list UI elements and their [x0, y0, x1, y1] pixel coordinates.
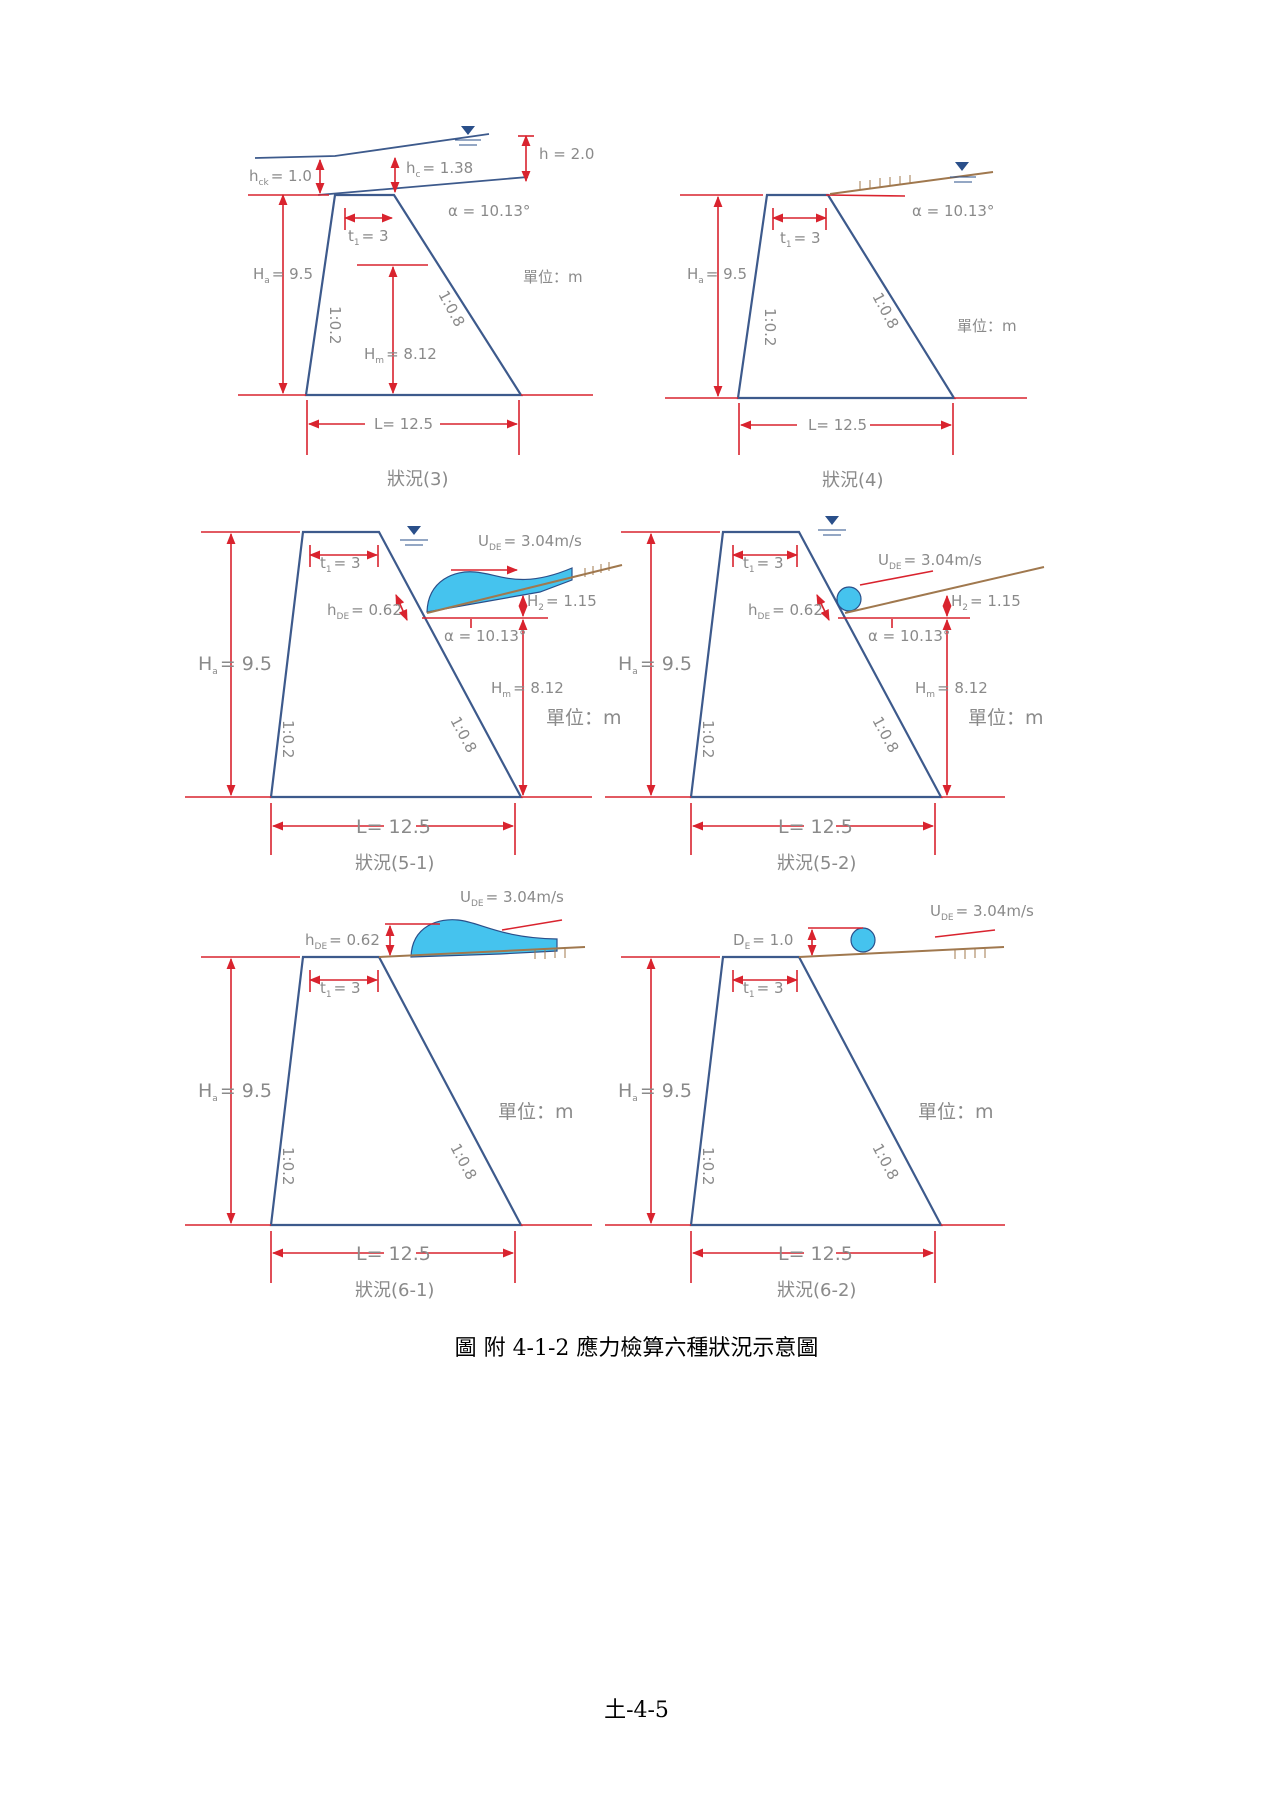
- diagram-situation-6-2: UDE = 3.04m/s DE = 1.0 t1 = 3 Ha = 9.5 單位：m …: [605, 902, 1034, 1301]
- diagram-situation-6-1: UDE = 3.04m/s hDE = 0.62 t1 = 3 Ha = 9.5 單位：…: [185, 888, 592, 1301]
- l-label: L= 12.5: [808, 416, 867, 434]
- water-surface-line: [254, 133, 490, 159]
- slope-left-label: 1:0.2: [279, 720, 297, 758]
- caption: 狀況(3): [387, 469, 449, 490]
- unit-label: 單位：m: [523, 268, 583, 286]
- dam-body: [269, 955, 523, 1227]
- unit-label: 單位：m: [918, 1101, 994, 1123]
- figure-caption: 圖 附 4-1-2 應力檢算六種狀況示意圖: [454, 1336, 819, 1361]
- t1-label: t1 = 3: [780, 229, 821, 250]
- l-label: L= 12.5: [374, 415, 433, 433]
- caption: 狀況(5-1): [355, 853, 434, 874]
- unit-label: 單位：m: [546, 707, 622, 729]
- unit-label: 單位：m: [957, 317, 1017, 335]
- slope-right-label: 1:0.8: [446, 1140, 480, 1182]
- ha-label: Ha = 9.5: [253, 265, 313, 286]
- unit-label: 單位：m: [968, 707, 1044, 729]
- diagram-situation-5-1: UDE = 3.04m/s t1 = 3 H2 = 1.15 hDE = 0.62 α …: [185, 526, 623, 874]
- debris-flow-shape: [410, 919, 558, 958]
- ground-slope: [426, 564, 623, 614]
- h-label: h = 2.0: [539, 145, 594, 163]
- alpha-label: α = 10.13°: [868, 627, 950, 645]
- slope-right-label: 1:0.8: [446, 713, 480, 755]
- caption: 狀況(4): [822, 470, 884, 491]
- alpha-label: α = 10.13°: [912, 202, 994, 220]
- ground-slope: [829, 171, 994, 195]
- t1-label: t1 = 3: [743, 979, 784, 1000]
- slope-left-label: 1:0.2: [699, 1147, 717, 1185]
- boulder-circle: [836, 586, 862, 612]
- ude-arrow: [501, 919, 563, 931]
- ude-arrow: [934, 929, 996, 938]
- ground-slope: [844, 566, 1045, 614]
- ha-label: Ha = 9.5: [618, 653, 692, 677]
- ha-label: Ha = 9.5: [198, 1080, 272, 1104]
- dam-body: [689, 955, 943, 1227]
- boulder-circle: [850, 927, 876, 953]
- slope-right-label: 1:0.8: [868, 713, 902, 755]
- hc-label: hc = 1.38: [406, 159, 473, 180]
- unit-label: 單位：m: [498, 1101, 574, 1123]
- de-label: DE = 1.0: [733, 931, 793, 952]
- l-label: L= 12.5: [778, 816, 853, 838]
- ude-label: UDE = 3.04m/s: [878, 551, 982, 572]
- page-number: 土-4-5: [604, 1698, 669, 1723]
- hde-dimension: [816, 593, 830, 622]
- t1-label: t1 = 3: [348, 227, 389, 248]
- diagram-situation-3: hck = 1.0 hc = 1.38 h = 2.0 α = 10.13° t1 =…: [238, 126, 594, 490]
- hck-label: hck = 1.0: [249, 167, 312, 188]
- water-level-icon: [407, 526, 421, 535]
- caption: 狀況(6-2): [777, 1280, 856, 1301]
- alpha-label: α = 10.13°: [444, 627, 526, 645]
- debris-flow-shape: [426, 567, 573, 613]
- dam-body: [269, 530, 523, 799]
- ha-label: Ha = 9.5: [198, 653, 272, 677]
- ude-label: UDE = 3.04m/s: [460, 888, 564, 909]
- ground-slope: [798, 946, 1005, 958]
- t1-label: t1 = 3: [743, 554, 784, 575]
- diagram-situation-5-2: UDE = 3.04m/s t1 = 3 H2 = 1.15 hDE = 0.62 α …: [605, 516, 1045, 874]
- h2-label: H2 = 1.15: [951, 592, 1021, 613]
- slope-left-label: 1:0.2: [326, 306, 344, 344]
- upstream-bed-line: [317, 176, 529, 196]
- ground-slope: [378, 946, 586, 958]
- slope-left-label: 1:0.2: [279, 1147, 297, 1185]
- caption: 狀況(6-1): [355, 1280, 434, 1301]
- diagram-situation-4: α = 10.13° t1 = 3 Ha = 9.5 單位：m 1:0.2 1:0.…: [665, 162, 1027, 491]
- caption: 狀況(5-2): [777, 853, 856, 874]
- ude-arrow: [859, 570, 934, 586]
- ude-label: UDE = 3.04m/s: [478, 532, 582, 553]
- hde-dimension: [395, 593, 408, 622]
- slope-left-label: 1:0.2: [699, 720, 717, 758]
- h2-label: H2 = 1.15: [527, 592, 597, 613]
- slope-left-label: 1:0.2: [761, 308, 779, 346]
- t1-label: t1 = 3: [320, 979, 361, 1000]
- hde-label: hDE = 0.62: [748, 601, 823, 622]
- l-label: L= 12.5: [356, 816, 431, 838]
- hm-label: Hm = 8.12: [491, 679, 564, 700]
- slope-right-label: 1:0.8: [434, 287, 468, 329]
- dam-body: [304, 193, 524, 397]
- l-label: L= 12.5: [778, 1243, 853, 1265]
- hde-label: hDE = 0.62: [327, 601, 402, 622]
- dam-body: [689, 530, 943, 799]
- alpha-label: α = 10.13°: [448, 202, 530, 220]
- slope-right-label: 1:0.8: [868, 1140, 902, 1182]
- l-label: L= 12.5: [356, 1243, 431, 1265]
- water-level-icon: [955, 162, 969, 171]
- dam-body: [736, 193, 956, 400]
- hm-label: Hm = 8.12: [364, 345, 437, 366]
- t1-label: t1 = 3: [320, 554, 361, 575]
- hde-label: hDE = 0.62: [305, 931, 380, 952]
- hm-label: Hm = 8.12: [915, 679, 988, 700]
- water-level-icon: [461, 126, 475, 135]
- ude-label: UDE = 3.04m/s: [930, 902, 1034, 923]
- ha-label: Ha = 9.5: [618, 1080, 692, 1104]
- ha-label: Ha = 9.5: [687, 265, 747, 286]
- water-level-icon: [825, 516, 839, 525]
- slope-right-label: 1:0.8: [868, 289, 902, 331]
